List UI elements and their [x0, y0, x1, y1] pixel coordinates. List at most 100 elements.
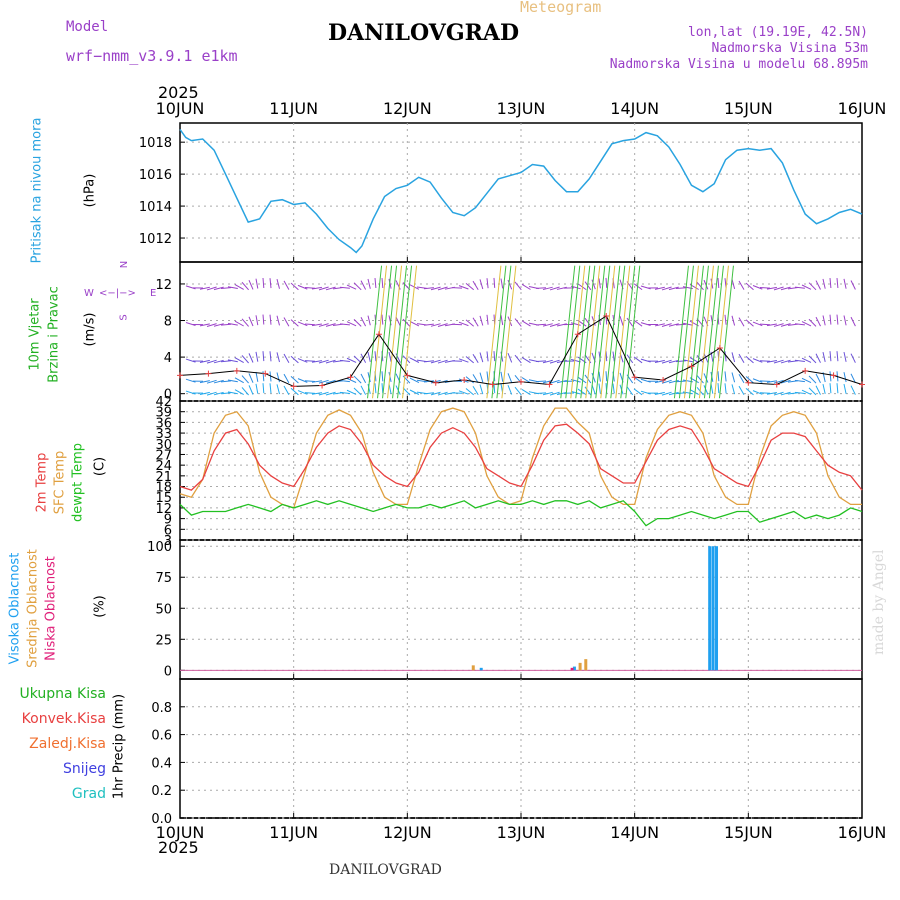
precip-legend-snow: Snijeg — [62, 761, 106, 777]
wind-arrow — [269, 278, 272, 289]
wind-arrow — [234, 377, 244, 384]
wind-arrow — [206, 379, 217, 384]
wind-arrow — [738, 353, 745, 364]
precip-tick-label: 0.6 — [151, 729, 172, 744]
cloud-bar — [715, 546, 719, 671]
wind-arrow — [591, 384, 596, 395]
wind-arrow — [458, 390, 469, 395]
wind-arrow — [801, 284, 812, 290]
wind-arrow — [843, 383, 847, 394]
precip-tick-label: 0.2 — [151, 784, 172, 799]
wind-arrow — [668, 323, 679, 327]
cloud-bar — [711, 546, 715, 671]
wind-arrow — [703, 353, 709, 363]
wind-arrow — [731, 372, 736, 383]
wind-arrow — [542, 323, 553, 327]
wind-arrow — [276, 372, 280, 383]
wind-arrow — [374, 351, 377, 362]
pressure-tick-label: 1014 — [139, 200, 172, 215]
wind-hatch — [678, 265, 694, 399]
wind-arrow — [220, 380, 232, 383]
wind-arrow — [409, 320, 420, 327]
wind-arrow — [458, 285, 469, 290]
wind-arrow — [213, 359, 224, 364]
wind-hatch — [585, 265, 601, 399]
wind-arrow — [836, 383, 839, 394]
temp-tick-label: 6 — [164, 523, 172, 538]
wind-arrow — [514, 354, 522, 364]
wind-arrow — [206, 391, 217, 396]
wind-arrow — [724, 314, 727, 325]
wind-arrow — [199, 323, 210, 327]
wind-arrow — [500, 278, 504, 289]
wind-arrow — [829, 314, 832, 325]
wind-gust-mark — [603, 312, 610, 319]
wind-arrow — [633, 356, 643, 364]
wind-arrow — [213, 379, 224, 384]
wind-arrow — [297, 390, 308, 395]
cloud-tick-label: 25 — [155, 633, 172, 648]
wind-arrow — [633, 388, 643, 396]
cloud-bar — [708, 546, 712, 671]
cloud-tick-label: 0 — [164, 664, 172, 679]
wind-arrow — [745, 376, 754, 384]
wind-hatch — [693, 265, 709, 399]
temp-tick-label: 42 — [155, 395, 172, 410]
wind-arrow — [731, 352, 736, 363]
wind-arrow — [605, 371, 608, 382]
wind-gust-mark — [432, 379, 439, 386]
wind-arrow — [325, 286, 336, 291]
wind-arrow — [311, 380, 322, 383]
wind-arrow — [570, 358, 581, 363]
time-label-bottom: 10JUN — [156, 823, 205, 842]
wind-arrow — [227, 391, 238, 395]
wind-arrow — [850, 385, 856, 395]
wind-arrow — [724, 371, 727, 382]
temp-tick-label: 36 — [155, 416, 172, 431]
wind-arrow — [437, 391, 448, 396]
wind-arrow — [577, 388, 587, 396]
wind-arrow — [633, 319, 643, 327]
wind-arrow — [360, 280, 367, 290]
time-label-bottom: 13JUN — [497, 823, 546, 842]
wind-arrow — [339, 286, 350, 289]
wind-hatch — [698, 265, 714, 399]
wind-arrow — [262, 277, 265, 289]
wind-arrow — [479, 279, 484, 290]
wind-arrow — [472, 280, 479, 290]
wind-gust-mark — [205, 370, 212, 377]
wind-arrow — [276, 352, 280, 363]
wind-arrow — [794, 286, 805, 289]
wind-arrow — [262, 314, 265, 325]
wind-arrow — [318, 391, 329, 396]
wind-arrow — [437, 323, 448, 327]
precip-tick-label: 0.8 — [151, 701, 172, 716]
wind-arrow — [500, 315, 504, 326]
wind-arrow — [297, 321, 308, 327]
wind-hatch — [610, 265, 626, 399]
wind-arrow — [738, 280, 745, 290]
wind-arrow — [850, 316, 856, 327]
wind-arrow — [500, 371, 504, 382]
wind-arrow — [388, 351, 392, 362]
wind-hatch — [615, 265, 631, 399]
cloud-tick-label: 50 — [155, 602, 172, 617]
wind-hatch — [600, 265, 616, 399]
wind-arrow — [423, 323, 434, 326]
wind-arrow — [346, 377, 357, 383]
wind-hatch — [605, 265, 621, 399]
wind-arrow — [241, 375, 249, 384]
wind-arrow — [353, 319, 362, 327]
wind-arrow — [815, 353, 821, 363]
wind-arrow — [486, 371, 489, 382]
wind-arrow — [311, 323, 322, 327]
wind-arrow — [318, 323, 329, 327]
compass-e: E — [150, 288, 157, 299]
wind-hatch — [496, 265, 512, 399]
wind-arrow — [829, 351, 832, 362]
wind-arrow — [234, 284, 244, 290]
wind-arrow — [731, 315, 736, 326]
wind-gust-mark — [461, 376, 468, 383]
wind-gust-mark — [319, 382, 326, 389]
wind-arrow — [521, 389, 531, 396]
